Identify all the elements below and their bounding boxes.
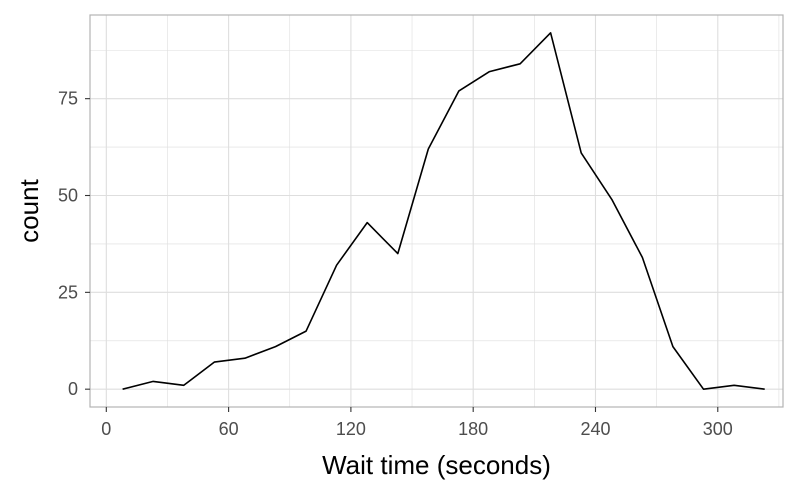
y-tick-label: 0 — [68, 379, 78, 399]
x-tick-label: 120 — [336, 419, 366, 439]
minor-gridlines — [90, 15, 783, 407]
x-tick-label: 300 — [703, 419, 733, 439]
panel-border — [89, 14, 784, 408]
axis-tick-labels: 0 60 120 180 240 300 0 25 50 75 — [58, 89, 733, 439]
x-tick-label: 60 — [219, 419, 239, 439]
x-tick-label: 180 — [458, 419, 488, 439]
x-tick-label: 0 — [101, 419, 111, 439]
y-tick-label: 50 — [58, 186, 78, 206]
y-tick-label: 25 — [58, 282, 78, 302]
y-tick-label: 75 — [58, 89, 78, 109]
series-line — [122, 31, 765, 390]
y-axis-title: count — [14, 178, 44, 242]
x-axis-title: Wait time (seconds) — [322, 450, 551, 480]
major-gridlines — [90, 15, 783, 407]
axis-ticks — [85, 98, 719, 412]
series-layer — [122, 31, 765, 390]
x-tick-label: 240 — [580, 419, 610, 439]
